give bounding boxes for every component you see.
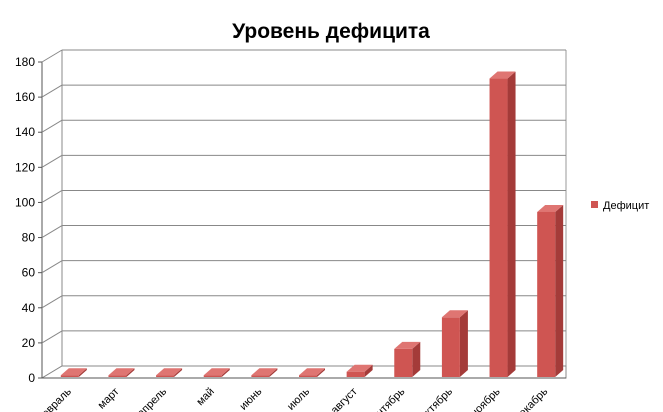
y-tick-label: 0 (28, 371, 35, 385)
gridline-depth (41, 225, 63, 238)
gridline-depth (41, 119, 63, 133)
gridline-depth (41, 190, 63, 203)
bar (346, 364, 373, 377)
y-tick-label: 40 (22, 301, 36, 315)
bar-top (203, 368, 230, 376)
legend: Дефицит (591, 200, 649, 212)
bar (489, 71, 516, 378)
bar-front (156, 375, 175, 377)
bar-side (412, 341, 421, 377)
gridline-depth (41, 154, 63, 168)
bar-front (60, 375, 79, 377)
legend-label: Дефицит (603, 200, 649, 212)
grid-layer (40, 49, 567, 379)
gridline-depth (41, 49, 63, 63)
x-tick-label: май (194, 386, 217, 409)
y-tick-label: 100 (15, 195, 35, 209)
bar-front (108, 375, 127, 377)
gridline-depth (41, 84, 63, 98)
y-tick-label: 180 (15, 55, 35, 69)
gridline-depth (41, 295, 63, 309)
x-tick-label: ноябрь (469, 385, 503, 412)
bar-side (174, 368, 183, 377)
x-tick-label: декабрь (512, 385, 550, 412)
bar-top (299, 368, 325, 376)
x-tick-label: июль (285, 385, 312, 412)
bar-top (60, 368, 87, 376)
bar-top (394, 341, 421, 349)
bar-side (555, 204, 564, 377)
y-tick-label: 140 (15, 125, 35, 139)
legend-swatch (591, 201, 598, 208)
bar-side (459, 310, 468, 377)
bar-front (537, 211, 556, 377)
bar (60, 368, 87, 377)
bar-top (537, 204, 564, 212)
bar-top (346, 364, 373, 372)
bar (441, 310, 468, 377)
bar-front (299, 375, 317, 377)
y-tick-label: 80 (22, 231, 36, 245)
bar-side (364, 364, 373, 377)
x-tick-label: февраль (33, 385, 74, 412)
y-tick-label: 20 (22, 336, 36, 350)
bar-side (507, 71, 516, 378)
bar-front (441, 317, 460, 377)
bar (251, 368, 278, 377)
bar (156, 368, 183, 377)
bar (108, 368, 135, 377)
gridline-depth (41, 260, 63, 274)
bar-top (108, 368, 135, 376)
y-tick-label: 120 (15, 160, 35, 174)
gridline-depth (41, 330, 63, 344)
bar (537, 204, 564, 377)
bar-front (394, 348, 413, 377)
x-axis-ticks: февраль март апрель май июнь июль август сентяб… (33, 385, 550, 412)
x-tick-label: август (329, 386, 360, 412)
bar-top (489, 71, 516, 79)
bar-front (489, 78, 508, 378)
bar-side (78, 368, 87, 377)
x-tick-label: апрель (135, 385, 169, 412)
x-tick-label: март (96, 386, 122, 412)
bars (60, 71, 564, 378)
y-tick-label: 160 (15, 90, 35, 104)
chart-title: Уровень дефицита (232, 20, 430, 43)
bar-top (156, 368, 183, 376)
x-tick-label: октябрь (418, 385, 455, 412)
bar-top (441, 310, 468, 318)
y-axis-ticks: 0 20 40 60 80 100 120 140 160 180 (15, 55, 42, 385)
bar-side (126, 368, 135, 377)
y-tick-label: 60 (22, 266, 36, 280)
bar-front (346, 371, 365, 377)
x-tick-label: июнь (237, 385, 264, 412)
bar (394, 341, 421, 377)
bar-top (251, 368, 278, 376)
bar-side (317, 368, 325, 377)
bar-front (203, 375, 222, 377)
bar (203, 368, 230, 377)
x-tick-label: сентябрь (366, 385, 408, 412)
bar (299, 368, 325, 377)
bar-side (269, 368, 278, 377)
bar-side (221, 368, 230, 377)
bar-front (251, 375, 270, 377)
